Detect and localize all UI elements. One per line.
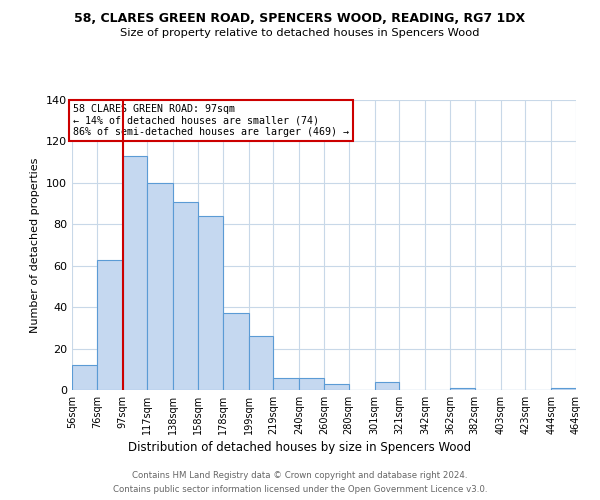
Text: Size of property relative to detached houses in Spencers Wood: Size of property relative to detached ho… bbox=[120, 28, 480, 38]
Y-axis label: Number of detached properties: Number of detached properties bbox=[31, 158, 40, 332]
Text: Contains public sector information licensed under the Open Government Licence v3: Contains public sector information licen… bbox=[113, 484, 487, 494]
Bar bbox=[198, 216, 223, 390]
Bar bbox=[551, 388, 576, 390]
Bar bbox=[223, 314, 248, 390]
Bar bbox=[72, 365, 97, 390]
Bar bbox=[299, 378, 324, 390]
Bar bbox=[148, 183, 173, 390]
Bar bbox=[248, 336, 274, 390]
Bar bbox=[374, 382, 400, 390]
Bar bbox=[324, 384, 349, 390]
Bar bbox=[97, 260, 122, 390]
Text: 58, CLARES GREEN ROAD, SPENCERS WOOD, READING, RG7 1DX: 58, CLARES GREEN ROAD, SPENCERS WOOD, RE… bbox=[74, 12, 526, 26]
Text: Distribution of detached houses by size in Spencers Wood: Distribution of detached houses by size … bbox=[128, 441, 472, 454]
Text: 58 CLARES GREEN ROAD: 97sqm
← 14% of detached houses are smaller (74)
86% of sem: 58 CLARES GREEN ROAD: 97sqm ← 14% of det… bbox=[73, 104, 349, 138]
Bar bbox=[274, 378, 299, 390]
Text: Contains HM Land Registry data © Crown copyright and database right 2024.: Contains HM Land Registry data © Crown c… bbox=[132, 472, 468, 480]
Bar bbox=[450, 388, 475, 390]
Bar bbox=[122, 156, 148, 390]
Bar bbox=[173, 202, 198, 390]
